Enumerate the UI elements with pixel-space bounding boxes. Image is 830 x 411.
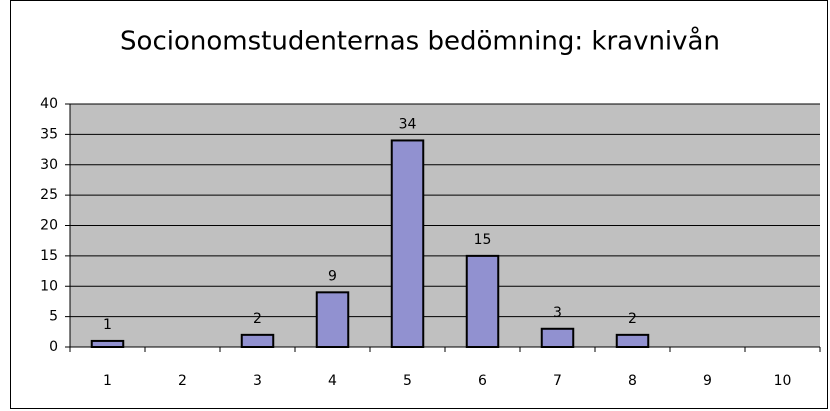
y-tick-label: 30	[40, 157, 58, 173]
x-tick-label: 3	[253, 373, 262, 389]
y-tick-label: 35	[40, 126, 58, 142]
y-tick-label: 40	[40, 96, 58, 112]
x-tick-label: 4	[328, 373, 337, 389]
x-tick-label: 8	[628, 373, 637, 389]
data-label: 1	[103, 317, 112, 333]
bar	[240, 333, 275, 349]
bar	[615, 333, 650, 349]
data-label: 9	[328, 268, 337, 284]
data-label: 15	[474, 232, 492, 248]
x-tick-label: 1	[103, 373, 112, 389]
x-tick-label: 5	[403, 373, 412, 389]
y-tick-label: 10	[40, 278, 58, 294]
y-tick-label: 20	[40, 218, 58, 234]
bar	[90, 339, 125, 348]
y-tick-label: 15	[40, 248, 58, 264]
y-tick-label: 25	[40, 187, 58, 203]
bar	[390, 139, 425, 348]
x-tick-label: 2	[178, 373, 187, 389]
data-label: 2	[628, 311, 637, 327]
x-tick-label: 9	[703, 373, 712, 389]
x-tick-label: 10	[774, 373, 792, 389]
bar	[540, 327, 575, 348]
y-tick-label: 5	[49, 309, 58, 325]
x-tick-label: 6	[478, 373, 487, 389]
y-tick-label: 0	[49, 339, 58, 355]
bar	[315, 291, 350, 349]
data-label: 3	[553, 305, 562, 321]
chart-title: Socionomstudenternas bedömning: kravnivå…	[120, 26, 720, 57]
bar	[465, 254, 500, 348]
data-label: 2	[253, 311, 262, 327]
data-label: 34	[399, 116, 417, 132]
x-tick-label: 7	[553, 373, 562, 389]
